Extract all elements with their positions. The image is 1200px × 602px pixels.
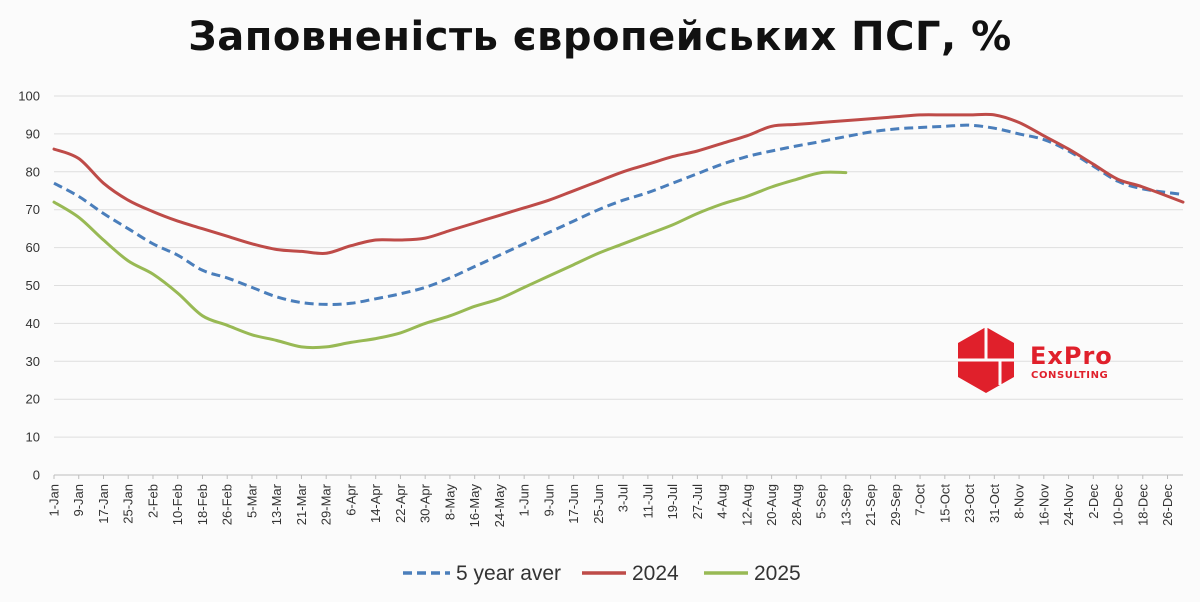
x-tick-label: 22-Apr <box>393 483 408 523</box>
series-line-1 <box>52 112 1185 256</box>
x-tick-label: 8-May <box>442 484 457 521</box>
x-tick-label: 18-Feb <box>195 484 210 525</box>
legend-label-5yr: 5 year aver <box>456 562 561 585</box>
x-tick-label: 20-Aug <box>764 484 779 526</box>
x-tick-label: 13-Mar <box>269 483 284 525</box>
x-tick-label: 12-Aug <box>739 484 754 526</box>
x-axis-ticks: 1-Jan 9-Jan 17-Jan 25-Jan 2-Feb 10-Feb 18-Feb 2… <box>47 475 1175 528</box>
x-tick-label: 10-Feb <box>170 484 185 525</box>
y-tick-label: 60 <box>26 240 40 255</box>
expro-logo: ExPro CONSULTING <box>958 327 1113 393</box>
x-tick-label: 16-May <box>467 484 482 528</box>
chart-title: Заповненість європейських ПСГ, % <box>188 14 1012 60</box>
x-tick-label: 1-Jan <box>47 484 62 517</box>
x-tick-label: 29-Mar <box>319 483 334 525</box>
x-tick-label: 21-Sep <box>863 484 878 526</box>
x-tick-label: 2-Dec <box>1086 484 1101 519</box>
y-tick-label: 20 <box>26 392 40 407</box>
series-line-2 <box>52 170 848 350</box>
x-tick-label: 18-Dec <box>1135 484 1150 526</box>
x-tick-label: 23-Oct <box>962 484 977 523</box>
x-tick-label: 26-Feb <box>220 484 235 525</box>
x-tick-label: 26-Dec <box>1160 484 1175 526</box>
legend: 5 year aver 2024 2025 <box>403 562 801 585</box>
legend-label-2024: 2024 <box>632 562 679 585</box>
y-tick-label: 70 <box>26 202 40 217</box>
y-tick-label: 30 <box>26 354 40 369</box>
x-tick-label: 2-Feb <box>145 484 160 518</box>
x-tick-label: 17-Jun <box>566 484 581 524</box>
y-tick-label: 40 <box>26 316 40 331</box>
x-tick-label: 19-Jul <box>665 484 680 520</box>
x-tick-label: 29-Sep <box>888 484 903 526</box>
y-axis-ticks: 0 10 20 30 40 50 60 70 80 90 100 <box>18 89 40 483</box>
series-line-0 <box>53 123 1184 306</box>
x-tick-label: 11-Jul <box>640 484 655 519</box>
x-tick-label: 5-Sep <box>814 484 829 519</box>
series-lines <box>52 112 1185 350</box>
x-tick-label: 14-Apr <box>368 483 383 523</box>
y-tick-label: 0 <box>33 468 40 483</box>
x-tick-label: 13-Sep <box>838 484 853 526</box>
y-tick-label: 100 <box>18 89 40 104</box>
x-tick-label: 24-Nov <box>1061 484 1076 526</box>
x-tick-label: 17-Jan <box>96 484 111 524</box>
y-tick-label: 90 <box>26 126 40 141</box>
y-tick-label: 80 <box>26 164 40 179</box>
x-tick-label: 9-Jun <box>541 484 556 517</box>
x-tick-label: 24-May <box>492 484 507 528</box>
logo-name: ExPro <box>1030 342 1113 370</box>
y-tick-label: 10 <box>26 430 40 445</box>
legend-label-2025: 2025 <box>754 562 801 585</box>
x-tick-label: 5-Mar <box>244 483 259 518</box>
x-tick-label: 27-Jul <box>690 484 705 520</box>
x-tick-label: 30-Apr <box>418 483 433 523</box>
x-tick-label: 15-Oct <box>937 484 952 523</box>
logo-subtitle: CONSULTING <box>1031 370 1108 381</box>
x-tick-label: 10-Dec <box>1111 484 1126 526</box>
x-tick-label: 16-Nov <box>1036 484 1051 526</box>
x-tick-label: 9-Jan <box>71 484 86 517</box>
x-tick-label: 21-Mar <box>294 483 309 525</box>
x-tick-label: 4-Aug <box>715 484 730 519</box>
x-tick-label: 3-Jul <box>616 484 631 512</box>
x-tick-label: 25-Jun <box>591 484 606 524</box>
x-tick-label: 1-Jun <box>517 484 532 517</box>
gridlines <box>54 95 1183 476</box>
y-tick-label: 50 <box>26 278 40 293</box>
x-tick-label: 8-Nov <box>1012 484 1027 519</box>
x-tick-label: 25-Jan <box>121 484 136 524</box>
x-tick-label: 7-Oct <box>913 484 928 516</box>
x-tick-label: 6-Apr <box>343 483 358 515</box>
x-tick-label: 28-Aug <box>789 484 804 526</box>
x-tick-label: 31-Oct <box>987 484 1002 523</box>
